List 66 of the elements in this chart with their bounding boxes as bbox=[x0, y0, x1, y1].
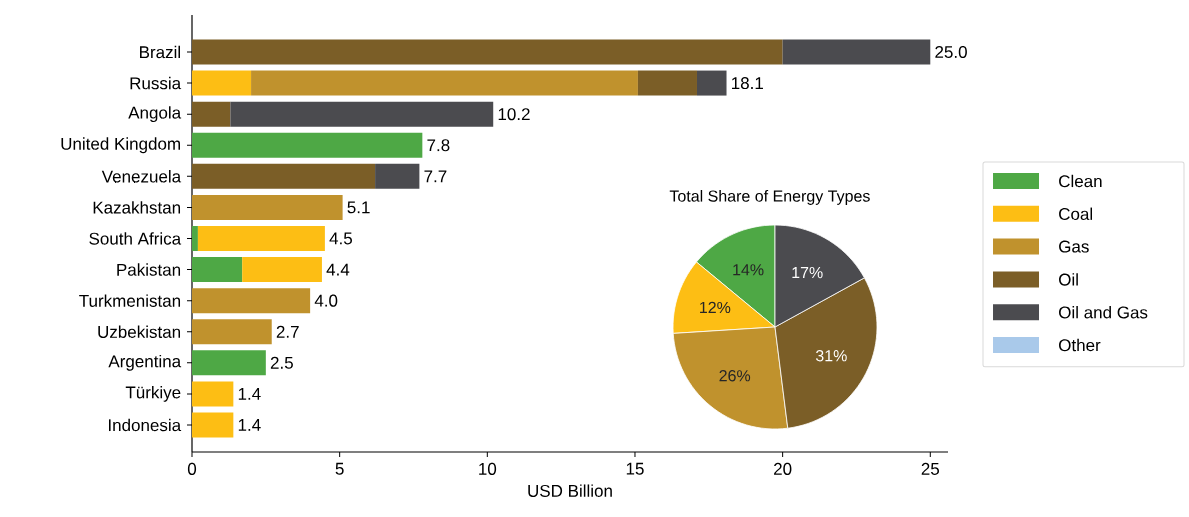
legend-label: Other bbox=[1059, 338, 1101, 352]
bar bbox=[230, 101, 494, 127]
total-label: 7.7 bbox=[424, 170, 447, 183]
legend-label: Gas bbox=[1059, 240, 1089, 253]
bar bbox=[242, 257, 322, 283]
y-tick-label: Russia bbox=[130, 76, 182, 90]
legend-label: Coal bbox=[1059, 207, 1093, 221]
bar bbox=[192, 350, 266, 376]
bar bbox=[192, 70, 252, 96]
x-tick-label: 20 bbox=[774, 462, 792, 475]
legend-label: Oil bbox=[1059, 273, 1078, 286]
bar bbox=[192, 381, 234, 407]
total-label: 2.7 bbox=[276, 325, 299, 338]
y-tick-label: Uzbekistan bbox=[98, 325, 181, 338]
total-label: 25.0 bbox=[935, 45, 967, 59]
y-tick-label: Brazil bbox=[140, 45, 180, 59]
x-tick-label: 10 bbox=[479, 462, 497, 475]
data-label: 17% bbox=[792, 266, 823, 279]
bar bbox=[192, 194, 343, 220]
total-label: 10.2 bbox=[498, 108, 530, 121]
y-tick-label: Türkiye bbox=[125, 385, 181, 402]
y-tick-label: South Africa bbox=[89, 232, 182, 245]
total-label: 4.4 bbox=[326, 263, 350, 276]
total-label: 5.1 bbox=[347, 201, 370, 214]
x-tick-label: 25 bbox=[921, 462, 940, 475]
y-tick-label: Turkmenistan bbox=[79, 294, 181, 307]
bar bbox=[192, 288, 311, 314]
bar bbox=[192, 257, 243, 283]
legend-label: Clean bbox=[1059, 174, 1102, 188]
legend-label: Oil and Gas bbox=[1059, 305, 1148, 319]
bar bbox=[192, 225, 198, 251]
y-tick-label: Argentina bbox=[108, 354, 182, 371]
bar bbox=[696, 70, 727, 96]
bar bbox=[192, 39, 783, 65]
bar bbox=[251, 70, 638, 96]
bar bbox=[192, 319, 272, 345]
y-tick-label: United Kingdom bbox=[61, 137, 180, 154]
bar bbox=[192, 412, 234, 438]
total-label: 7.8 bbox=[427, 139, 450, 152]
data-label: 26% bbox=[719, 370, 751, 382]
total-label: 1.4 bbox=[238, 419, 261, 431]
total-label: 1.4 bbox=[238, 388, 261, 400]
y-tick-label: Indonesia bbox=[108, 418, 182, 432]
bar bbox=[637, 70, 697, 96]
x-tick-label: 0 bbox=[187, 462, 197, 475]
y-tick-label: Kazakhstan bbox=[93, 201, 181, 214]
bar bbox=[192, 132, 423, 158]
x-tick-label: 5 bbox=[335, 462, 344, 475]
bar bbox=[782, 39, 931, 65]
data-label: 14% bbox=[733, 264, 764, 276]
y-tick-label: Venezuela bbox=[101, 170, 182, 183]
total-label: 2.5 bbox=[270, 356, 293, 369]
total-label: 4.5 bbox=[329, 232, 353, 245]
y-tick-label: Pakistan bbox=[117, 263, 181, 276]
bar bbox=[192, 101, 231, 127]
data-label: 31% bbox=[815, 350, 847, 362]
chart-title: Total Share of Energy Types bbox=[669, 190, 870, 205]
total-label: 4.0 bbox=[314, 294, 338, 307]
x-tick-label: 15 bbox=[626, 462, 644, 475]
total-label: 18.1 bbox=[732, 77, 763, 90]
bar bbox=[197, 225, 325, 251]
bar bbox=[192, 163, 376, 189]
bar bbox=[375, 163, 420, 189]
x-axis-title: USD Billion bbox=[528, 484, 612, 497]
y-tick-label: Angola bbox=[128, 106, 182, 123]
data-label: 12% bbox=[700, 301, 731, 314]
